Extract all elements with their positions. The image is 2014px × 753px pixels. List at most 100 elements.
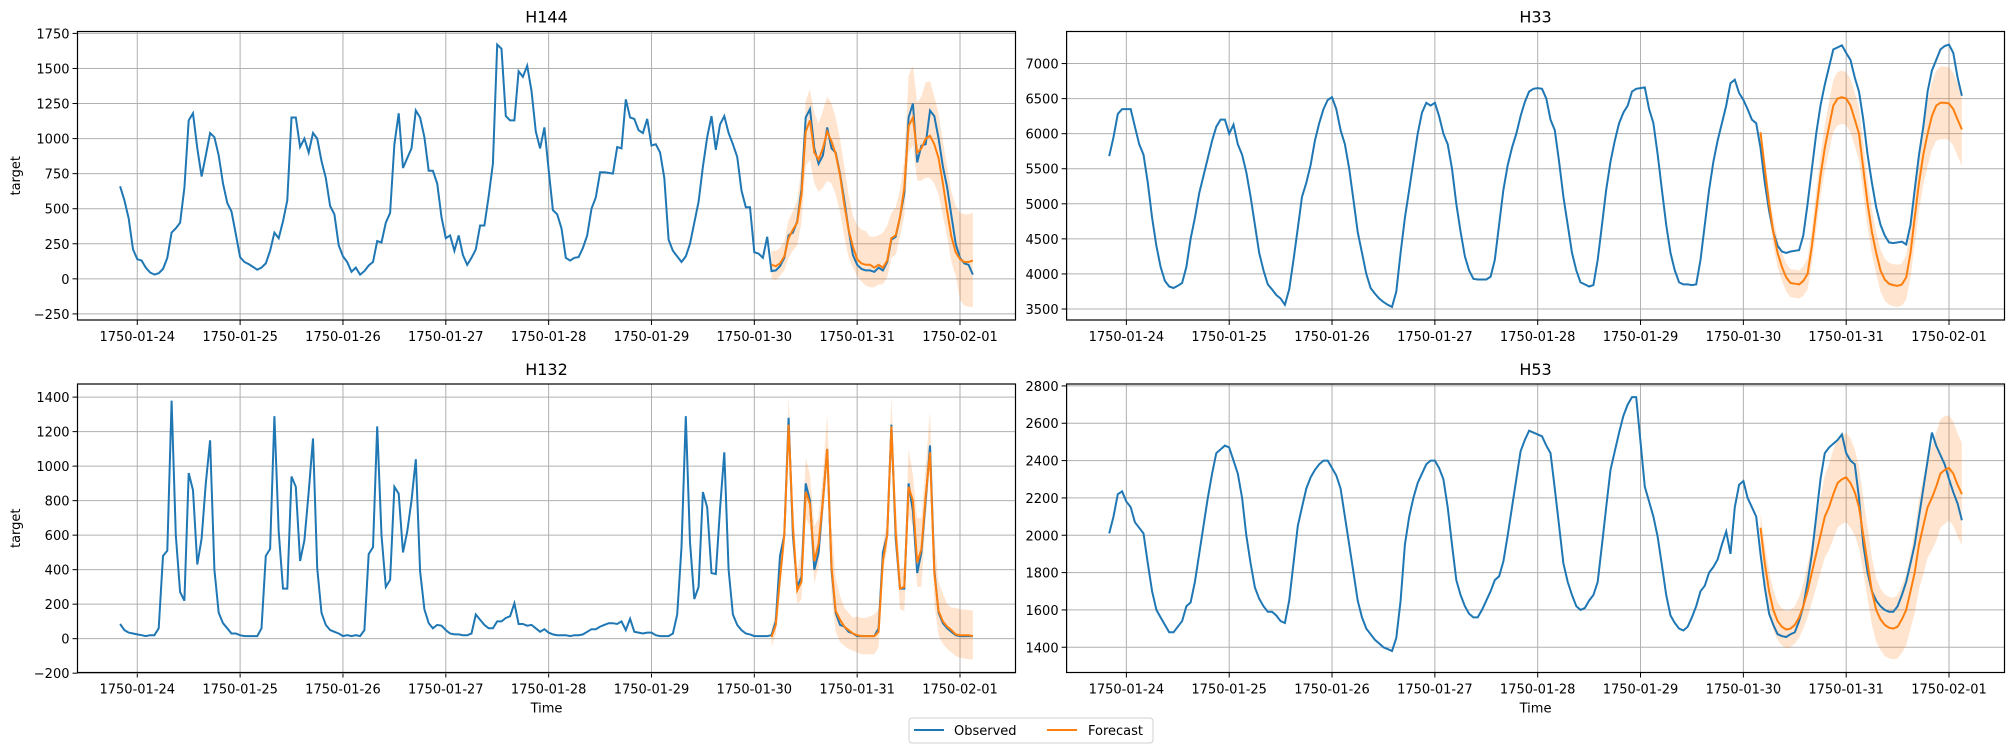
y-tick-label: 7000 xyxy=(1026,58,1059,73)
legend-forecast-label: Forecast xyxy=(1088,724,1143,739)
subplot-h132: 1750-01-24 1750-01-25 1750-01-26 1750-01-27… xyxy=(9,360,1017,717)
x-tick-label: 1750-01-30 xyxy=(1706,330,1782,345)
x-tick-label: 1750-01-27 xyxy=(408,330,484,345)
legend-observed-label: Observed xyxy=(954,724,1017,739)
y-tick-label: 5000 xyxy=(1026,198,1059,213)
y-tick-label: 1400 xyxy=(1026,641,1059,656)
y-tick-label: 4500 xyxy=(1026,233,1059,248)
y-tick-label: 4000 xyxy=(1026,268,1059,283)
y-tick-label: 6500 xyxy=(1026,93,1059,108)
x-tick-label: 1750-01-30 xyxy=(717,683,793,698)
subplot-h53: 1750-01-24 1750-01-25 1750-01-26 1750-01-27… xyxy=(1026,360,2006,717)
forecast-median-line xyxy=(1759,96,1963,287)
x-tick-label: 1750-01-24 xyxy=(99,330,175,345)
x-axis-label: Time xyxy=(530,702,563,717)
x-tick-label: 1750-01-31 xyxy=(819,683,895,698)
y-tick-label: 0 xyxy=(61,633,69,648)
x-tick-label: 1750-01-24 xyxy=(1089,683,1165,698)
x-tick-label: 1750-02-01 xyxy=(1911,683,1987,698)
x-tick-label: 1750-01-31 xyxy=(819,330,895,345)
x-tick-label: 1750-01-31 xyxy=(1808,330,1884,345)
x-tick-label: 1750-01-24 xyxy=(1089,330,1165,345)
forecast-interval-band xyxy=(771,65,973,307)
x-tick-label: 1750-01-25 xyxy=(1191,683,1267,698)
x-tick-label: 1750-01-26 xyxy=(305,330,381,345)
axes-frame xyxy=(1065,383,2006,674)
y-tick-label: 1500 xyxy=(36,62,69,77)
x-tick-label: 1750-01-29 xyxy=(1603,330,1679,345)
x-tick-label: 1750-01-28 xyxy=(511,683,587,698)
y-tick-label: 1800 xyxy=(1026,567,1059,582)
subplots: 1750-01-24 1750-01-25 1750-01-26 1750-01-27… xyxy=(9,8,2006,717)
x-tick-label: 1750-01-30 xyxy=(1706,683,1782,698)
y-tick-label: 1000 xyxy=(36,133,69,148)
y-tick-label: 1250 xyxy=(36,98,69,113)
subplot-h33: 1750-01-24 1750-01-25 1750-01-26 1750-01-27… xyxy=(1026,8,2006,345)
y-tick-label: 500 xyxy=(45,203,70,218)
subplot-title: H144 xyxy=(525,8,568,27)
y-tick-label: −200 xyxy=(34,667,70,682)
forecast-median-line xyxy=(771,114,974,269)
y-tick-label: 1000 xyxy=(36,460,69,475)
y-tick-label: 1600 xyxy=(1026,604,1059,619)
x-tick-label: 1750-02-01 xyxy=(922,683,998,698)
x-tick-label: 1750-01-29 xyxy=(1603,683,1679,698)
x-tick-label: 1750-01-27 xyxy=(1397,330,1473,345)
y-tick-label: 0 xyxy=(61,273,69,288)
subplot-title: H53 xyxy=(1519,360,1551,379)
x-tick-label: 1750-01-27 xyxy=(408,683,484,698)
x-tick-label: 1750-01-25 xyxy=(1191,330,1267,345)
subplot-title: H132 xyxy=(525,360,568,379)
axes-frame xyxy=(1065,30,2006,321)
y-tick-label: 600 xyxy=(45,529,70,544)
x-tick-label: 1750-01-28 xyxy=(511,330,587,345)
axes-frame xyxy=(76,30,1017,321)
y-tick-label: 3500 xyxy=(1026,303,1059,318)
x-tick-label: 1750-01-24 xyxy=(99,683,175,698)
axes-frame xyxy=(76,383,1017,674)
x-tick-label: 1750-01-29 xyxy=(614,683,690,698)
forecast-median-line xyxy=(770,424,974,638)
x-tick-label: 1750-01-28 xyxy=(1500,330,1576,345)
y-tick-label: 200 xyxy=(45,598,70,613)
y-tick-label: 1400 xyxy=(36,391,69,406)
y-axis-label: target xyxy=(9,156,24,196)
y-tick-label: 2200 xyxy=(1026,492,1059,507)
y-tick-label: 750 xyxy=(45,168,70,183)
x-tick-label: 1750-01-26 xyxy=(1294,683,1370,698)
forecast-interval-band xyxy=(1760,415,1962,660)
forecast-median-line xyxy=(1759,466,1963,631)
x-axis-label: Time xyxy=(1519,702,1552,717)
x-tick-label: 1750-02-01 xyxy=(922,330,998,345)
x-tick-label: 1750-01-31 xyxy=(1808,683,1884,698)
legend-box xyxy=(908,717,1154,744)
subplot-title: H33 xyxy=(1519,8,1551,27)
x-tick-label: 1750-01-25 xyxy=(202,683,278,698)
subplot-h144: 1750-01-24 1750-01-25 1750-01-26 1750-01-27… xyxy=(9,8,1017,345)
x-tick-label: 1750-01-27 xyxy=(1397,683,1473,698)
y-tick-label: 6000 xyxy=(1026,128,1059,143)
y-axis-label: target xyxy=(9,508,24,548)
legend: Observed Forecast xyxy=(908,717,1154,744)
x-tick-label: 1750-01-26 xyxy=(305,683,381,698)
observed-series-line xyxy=(1108,396,1963,653)
observed-series-line xyxy=(1108,43,1963,309)
y-tick-label: 800 xyxy=(45,495,70,510)
y-tick-label: 400 xyxy=(45,564,70,579)
y-tick-label: 2600 xyxy=(1026,417,1059,432)
y-tick-label: 2400 xyxy=(1026,455,1059,470)
y-tick-label: 1200 xyxy=(36,426,69,441)
y-tick-label: 2000 xyxy=(1026,529,1059,544)
x-tick-label: 1750-02-01 xyxy=(1911,330,1987,345)
y-tick-label: 5500 xyxy=(1026,163,1059,178)
x-tick-label: 1750-01-26 xyxy=(1294,330,1370,345)
y-tick-label: −250 xyxy=(34,308,70,323)
observed-series-line xyxy=(119,42,974,277)
y-tick-label: 250 xyxy=(45,238,70,253)
y-tick-label: 2800 xyxy=(1026,380,1059,395)
x-tick-label: 1750-01-30 xyxy=(717,330,793,345)
x-tick-label: 1750-01-28 xyxy=(1500,683,1576,698)
y-tick-label: 1750 xyxy=(36,27,69,42)
